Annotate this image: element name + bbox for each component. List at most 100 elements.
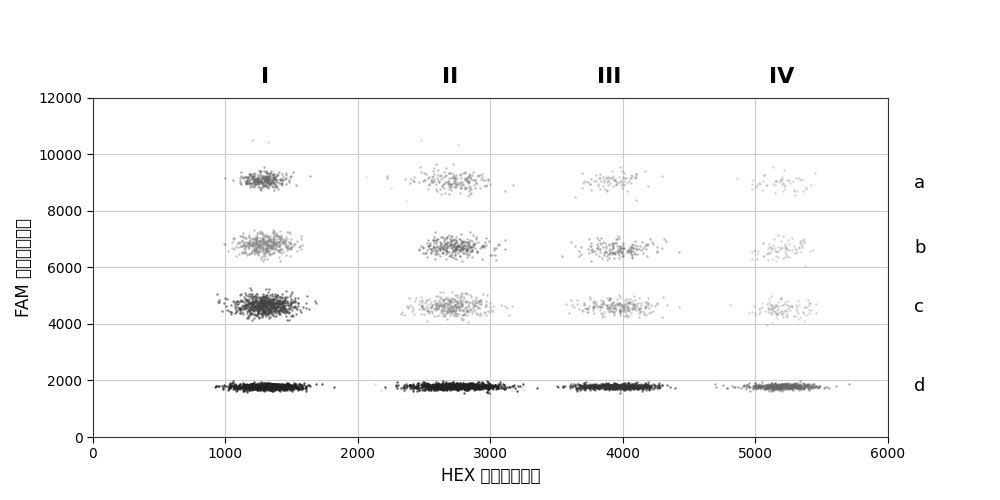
Point (611, 173, 627, 181)
Point (597, 383, 613, 391)
Point (251, 312, 267, 320)
Point (777, 384, 793, 392)
Point (238, 302, 254, 310)
Point (431, 178, 447, 186)
Point (277, 310, 293, 318)
Point (229, 297, 245, 305)
Point (256, 242, 272, 250)
Point (777, 180, 793, 188)
Point (262, 236, 278, 244)
Point (620, 382, 636, 390)
Point (274, 298, 290, 306)
Point (253, 246, 269, 254)
Point (280, 238, 296, 246)
Point (250, 176, 266, 184)
Point (447, 304, 463, 312)
Point (286, 385, 302, 393)
Point (249, 384, 265, 392)
Point (261, 241, 277, 249)
Point (244, 242, 260, 250)
Point (249, 242, 265, 250)
Point (754, 186, 770, 194)
Point (260, 380, 276, 388)
Point (291, 243, 307, 251)
Point (449, 244, 465, 252)
Point (256, 294, 272, 302)
Point (408, 294, 424, 302)
Point (240, 306, 256, 314)
Point (461, 170, 477, 178)
Point (620, 246, 636, 254)
Point (264, 180, 280, 188)
Point (777, 382, 793, 390)
Point (256, 250, 272, 258)
Point (239, 176, 255, 184)
Point (772, 380, 788, 388)
Point (242, 304, 258, 312)
Point (601, 240, 617, 248)
Point (480, 385, 496, 393)
Point (632, 382, 648, 390)
Point (779, 310, 795, 318)
Point (454, 380, 470, 388)
Point (262, 236, 278, 244)
Point (243, 309, 259, 317)
Point (273, 238, 289, 246)
Point (276, 302, 292, 310)
Point (249, 176, 265, 184)
Point (441, 242, 457, 250)
Point (612, 384, 628, 392)
Point (244, 241, 260, 249)
Point (257, 296, 273, 304)
Point (260, 380, 276, 388)
Point (504, 302, 520, 310)
Point (446, 236, 462, 244)
Point (599, 187, 615, 195)
Point (625, 384, 641, 392)
Point (414, 298, 430, 306)
Point (268, 382, 284, 390)
Point (460, 302, 476, 310)
Point (261, 173, 277, 181)
Point (600, 382, 616, 390)
Point (253, 240, 269, 248)
Point (279, 380, 295, 388)
Point (280, 304, 296, 312)
Point (256, 384, 272, 392)
Point (248, 176, 264, 184)
Point (276, 303, 292, 311)
Point (598, 380, 614, 388)
Point (464, 384, 480, 392)
Point (236, 386, 252, 394)
Point (470, 172, 486, 180)
Point (241, 386, 257, 394)
Point (611, 250, 627, 258)
Point (555, 382, 571, 390)
Point (588, 298, 604, 306)
Point (214, 307, 230, 315)
Point (236, 380, 252, 388)
Point (234, 238, 250, 246)
Point (293, 232, 309, 240)
Point (428, 302, 444, 310)
Point (241, 300, 257, 308)
Point (429, 382, 445, 390)
Point (219, 294, 235, 302)
Point (436, 184, 452, 192)
Point (466, 381, 482, 389)
Point (426, 164, 442, 172)
Point (784, 382, 800, 390)
Point (429, 383, 445, 391)
Point (250, 299, 266, 307)
Point (261, 170, 277, 178)
Point (606, 382, 622, 390)
Point (253, 296, 269, 304)
Point (617, 382, 633, 390)
Point (766, 382, 782, 390)
Point (612, 382, 628, 390)
Point (275, 384, 291, 392)
Point (452, 302, 468, 310)
Point (256, 250, 272, 258)
Point (480, 378, 496, 386)
Point (603, 381, 619, 389)
